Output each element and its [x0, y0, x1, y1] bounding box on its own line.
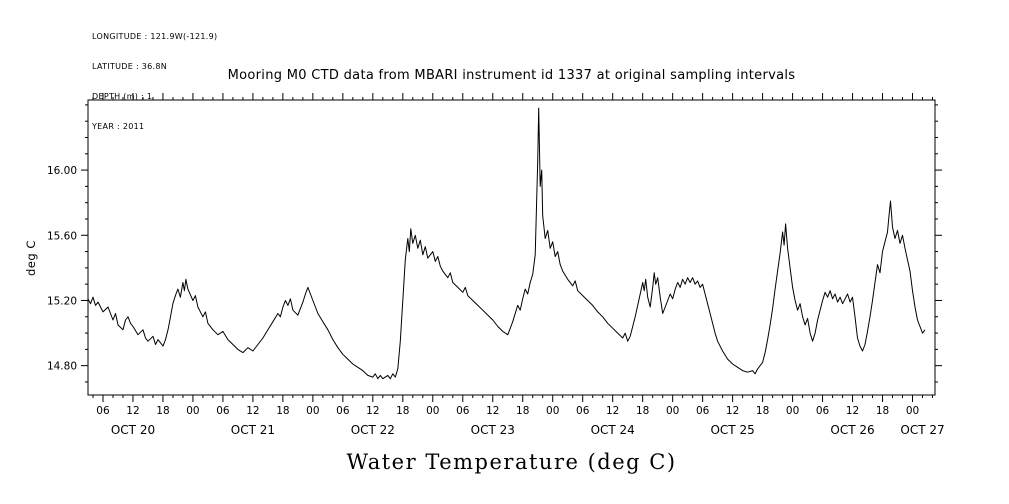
x-tick-label: 00: [786, 405, 799, 417]
y-tick-label: 14.80: [47, 361, 77, 373]
x-tick-label: 00: [546, 405, 559, 417]
x-date-label: OCT 27: [900, 423, 944, 437]
x-tick-label: 06: [576, 405, 590, 417]
y-tick-label: 15.60: [47, 230, 77, 242]
x-tick-label: 06: [216, 405, 230, 417]
x-tick-label: 06: [456, 405, 470, 417]
x-tick-label: 18: [276, 405, 289, 417]
x-tick-label: 00: [906, 405, 919, 417]
x-tick-label: 18: [396, 405, 409, 417]
x-tick-label: 00: [426, 405, 439, 417]
x-date-label: OCT 26: [830, 423, 874, 437]
x-tick-label: 12: [126, 405, 139, 417]
x-tick-label: 18: [876, 405, 889, 417]
y-tick-label: 16.00: [47, 165, 77, 177]
x-date-label: OCT 24: [591, 423, 635, 437]
x-tick-label: 06: [96, 405, 110, 417]
x-axis-title: Water Temperature (deg C): [346, 450, 677, 474]
x-tick-label: 06: [816, 405, 830, 417]
x-tick-label: 18: [756, 405, 769, 417]
x-tick-label: 12: [846, 405, 859, 417]
metadata-block: LONGITUDE : 121.9W(-121.9) LATITUDE : 36…: [92, 12, 217, 152]
x-tick-label: 00: [186, 405, 199, 417]
plot-border: [87, 99, 936, 396]
x-date-label: OCT 23: [471, 423, 515, 437]
x-tick-label: 12: [606, 405, 619, 417]
metadata-longitude: LONGITUDE : 121.9W(-121.9): [92, 32, 218, 41]
x-date-label: OCT 22: [351, 423, 395, 437]
x-tick-label: 06: [336, 405, 350, 417]
x-tick-label: 18: [636, 405, 649, 417]
x-tick-label: 12: [366, 405, 379, 417]
x-date-label: OCT 21: [231, 423, 275, 437]
metadata-depth: DEPTH (m) : 1: [92, 92, 153, 101]
x-tick-label: 00: [306, 405, 319, 417]
x-date-label: OCT 25: [710, 423, 754, 437]
x-tick-label: 18: [156, 405, 169, 417]
y-tick-label: 15.20: [47, 295, 77, 307]
temperature-line: [87, 107, 926, 380]
x-tick-label: 12: [726, 405, 739, 417]
x-date-label: OCT 20: [111, 423, 155, 437]
metadata-year: YEAR : 2011: [92, 122, 145, 131]
x-tick-label: 18: [516, 405, 529, 417]
x-tick-label: 00: [666, 405, 679, 417]
x-tick-label: 12: [246, 405, 259, 417]
x-tick-label: 06: [696, 405, 710, 417]
x-tick-label: 12: [486, 405, 499, 417]
chart-title: Mooring M0 CTD data from MBARI instrumen…: [227, 68, 796, 83]
metadata-latitude: LATITUDE : 36.8N: [92, 62, 168, 71]
